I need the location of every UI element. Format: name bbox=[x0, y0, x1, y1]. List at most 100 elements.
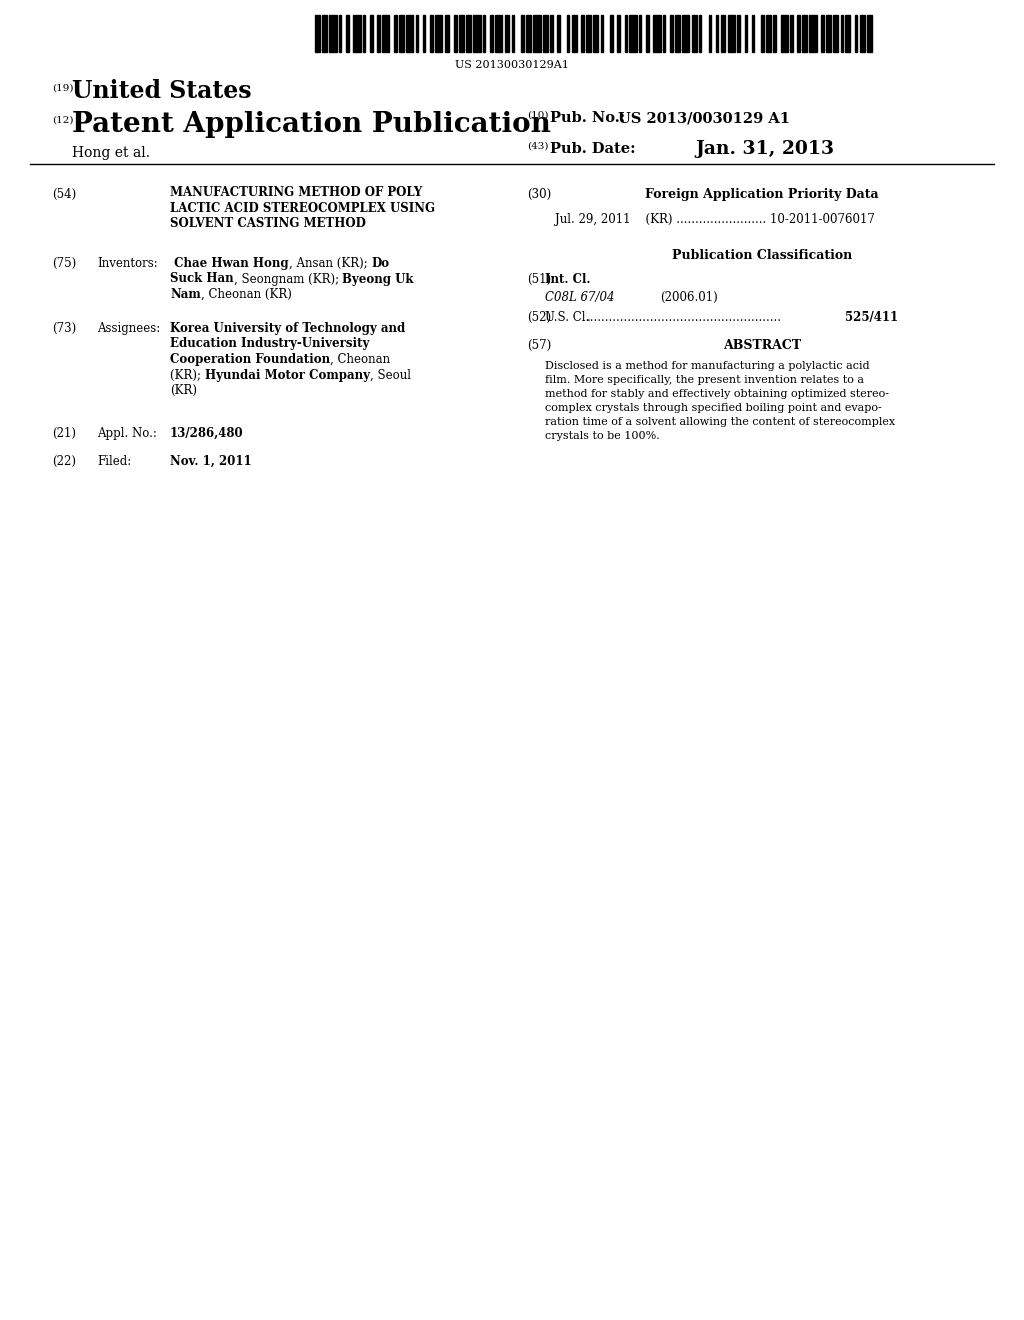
Bar bbox=[737, 15, 739, 51]
Text: Foreign Application Priority Data: Foreign Application Priority Data bbox=[645, 187, 879, 201]
Text: US 20130030129A1: US 20130030129A1 bbox=[455, 59, 569, 70]
Text: Do: Do bbox=[371, 257, 389, 271]
Text: complex crystals through specified boiling point and evapo-: complex crystals through specified boili… bbox=[545, 403, 882, 413]
Text: (30): (30) bbox=[527, 187, 551, 201]
Text: Assignees:: Assignees: bbox=[97, 322, 160, 335]
Bar bbox=[495, 15, 502, 51]
Bar bbox=[752, 15, 755, 51]
Bar bbox=[721, 15, 725, 51]
Bar bbox=[466, 15, 471, 51]
Bar bbox=[455, 15, 457, 51]
Bar bbox=[834, 15, 839, 51]
Bar bbox=[646, 15, 648, 51]
Text: (57): (57) bbox=[527, 339, 551, 352]
Bar bbox=[378, 15, 380, 51]
Text: (2006.01): (2006.01) bbox=[660, 290, 718, 304]
Bar bbox=[653, 15, 660, 51]
Text: Filed:: Filed: bbox=[97, 455, 131, 469]
Bar bbox=[521, 15, 524, 51]
Bar bbox=[407, 15, 414, 51]
Text: (12): (12) bbox=[52, 116, 74, 125]
Bar bbox=[610, 15, 612, 51]
Text: (54): (54) bbox=[52, 187, 76, 201]
Text: (52): (52) bbox=[527, 312, 551, 323]
Text: US 2013/0030129 A1: US 2013/0030129 A1 bbox=[618, 111, 790, 125]
Bar bbox=[855, 15, 857, 51]
Bar bbox=[586, 15, 591, 51]
Text: Hyundai Motor Company: Hyundai Motor Company bbox=[205, 368, 370, 381]
Bar bbox=[675, 15, 680, 51]
Text: U.S. Cl.: U.S. Cl. bbox=[545, 312, 589, 323]
Text: ration time of a solvent allowing the content of stereocomplex: ration time of a solvent allowing the co… bbox=[545, 417, 895, 426]
Text: C08L 67/04: C08L 67/04 bbox=[545, 290, 614, 304]
Bar bbox=[791, 15, 793, 51]
Text: Hong et al.: Hong et al. bbox=[72, 147, 150, 160]
Text: (75): (75) bbox=[52, 257, 76, 271]
Text: (73): (73) bbox=[52, 322, 76, 335]
Text: film. More specifically, the present invention relates to a: film. More specifically, the present inv… bbox=[545, 375, 864, 385]
Bar bbox=[728, 15, 735, 51]
Bar bbox=[512, 15, 514, 51]
Text: (21): (21) bbox=[52, 426, 76, 440]
Text: , Seoul: , Seoul bbox=[370, 368, 411, 381]
Bar bbox=[699, 15, 701, 51]
Bar bbox=[670, 15, 673, 51]
Text: LACTIC ACID STEREOCOMPLEX USING: LACTIC ACID STEREOCOMPLEX USING bbox=[170, 202, 435, 214]
Bar bbox=[330, 15, 337, 51]
Bar bbox=[353, 15, 360, 51]
Text: (22): (22) bbox=[52, 455, 76, 469]
Text: Nov. 1, 2011: Nov. 1, 2011 bbox=[170, 455, 252, 469]
Bar bbox=[744, 15, 746, 51]
Text: SOLVENT CASTING METHOD: SOLVENT CASTING METHOD bbox=[170, 216, 366, 230]
Bar bbox=[382, 15, 389, 51]
Text: , Cheonan (KR): , Cheonan (KR) bbox=[201, 288, 292, 301]
Text: crystals to be 100%.: crystals to be 100%. bbox=[545, 432, 659, 441]
Text: (43): (43) bbox=[527, 143, 549, 150]
Bar bbox=[663, 15, 666, 51]
Bar bbox=[625, 15, 627, 51]
Bar bbox=[762, 15, 764, 51]
Bar bbox=[459, 15, 464, 51]
Text: Chae Hwan Hong: Chae Hwan Hong bbox=[170, 257, 289, 271]
Text: Inventors:: Inventors: bbox=[97, 257, 158, 271]
Bar bbox=[639, 15, 641, 51]
Bar bbox=[716, 15, 718, 51]
Text: Cooperation Foundation: Cooperation Foundation bbox=[170, 352, 330, 366]
Text: Pub. Date:: Pub. Date: bbox=[550, 143, 636, 156]
Bar bbox=[841, 15, 843, 51]
Bar bbox=[346, 15, 348, 51]
Text: (10): (10) bbox=[527, 111, 549, 120]
Bar bbox=[505, 15, 509, 51]
Bar bbox=[826, 15, 831, 51]
Bar bbox=[766, 15, 771, 51]
Bar bbox=[483, 15, 485, 51]
Bar bbox=[416, 15, 418, 51]
Bar bbox=[692, 15, 696, 51]
Text: (19): (19) bbox=[52, 84, 74, 92]
Bar bbox=[430, 15, 432, 51]
Bar bbox=[773, 15, 776, 51]
Bar bbox=[709, 15, 711, 51]
Bar bbox=[867, 15, 871, 51]
Text: MANUFACTURING METHOD OF POLY: MANUFACTURING METHOD OF POLY bbox=[170, 186, 422, 199]
Text: 525/411: 525/411 bbox=[845, 312, 898, 323]
Text: method for stably and effectively obtaining optimized stereo-: method for stably and effectively obtain… bbox=[545, 389, 889, 399]
Bar bbox=[526, 15, 531, 51]
Bar bbox=[362, 15, 366, 51]
Bar bbox=[601, 15, 603, 51]
Text: Jul. 29, 2011    (KR) ........................ 10-2011-0076017: Jul. 29, 2011 (KR) .....................… bbox=[555, 213, 874, 226]
Text: Suck Han: Suck Han bbox=[170, 272, 233, 285]
Bar bbox=[630, 15, 637, 51]
Text: (KR);: (KR); bbox=[170, 368, 205, 381]
Bar bbox=[582, 15, 584, 51]
Bar bbox=[444, 15, 450, 51]
Bar bbox=[802, 15, 807, 51]
Bar bbox=[550, 15, 553, 51]
Text: Pub. No.:: Pub. No.: bbox=[550, 111, 626, 125]
Bar bbox=[567, 15, 569, 51]
Text: Int. Cl.: Int. Cl. bbox=[545, 273, 591, 286]
Text: , Ansan (KR);: , Ansan (KR); bbox=[289, 257, 371, 271]
Bar bbox=[339, 15, 341, 51]
Bar bbox=[798, 15, 800, 51]
Text: (KR): (KR) bbox=[170, 384, 197, 397]
